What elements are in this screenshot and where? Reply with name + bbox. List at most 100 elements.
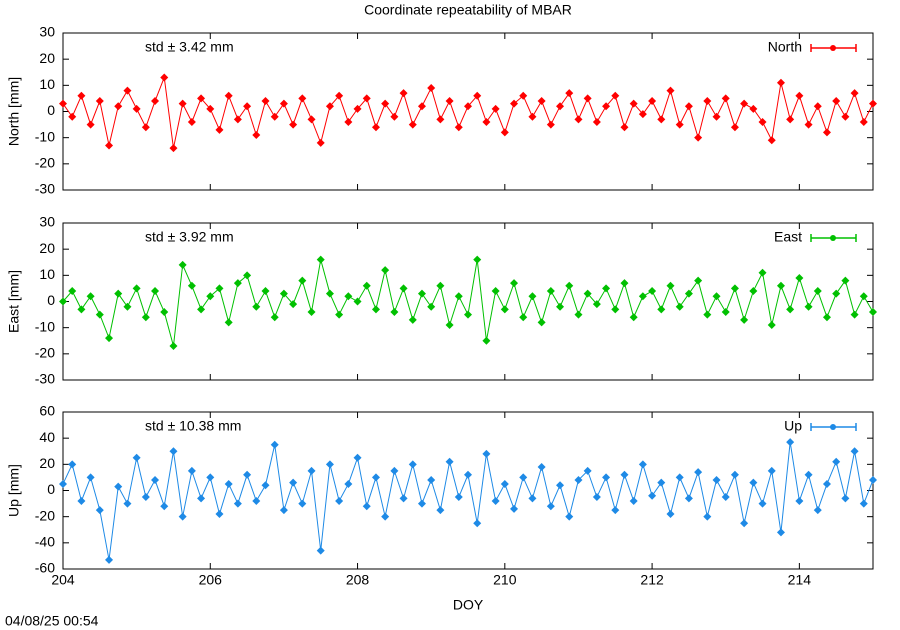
y-tick-label: -30 (35, 371, 55, 387)
y-tick-label: -20 (35, 345, 55, 361)
data-point (740, 519, 749, 528)
data-point (583, 94, 592, 103)
data-point (436, 281, 445, 290)
data-point (114, 289, 123, 298)
data-point (546, 287, 555, 296)
y-tick-label: 0 (47, 481, 55, 497)
data-point (482, 449, 491, 458)
data-point (307, 115, 316, 124)
data-point (473, 91, 482, 100)
data-point (583, 466, 592, 475)
data-point (703, 310, 712, 319)
data-point (427, 302, 436, 311)
data-point (270, 440, 279, 449)
data-point (841, 494, 850, 503)
data-point (95, 506, 104, 515)
data-point (141, 313, 150, 322)
data-point (123, 86, 132, 95)
data-point (206, 292, 215, 301)
data-point (592, 300, 601, 309)
data-point (675, 302, 684, 311)
data-point (611, 305, 620, 314)
data-point (813, 102, 822, 111)
data-point (417, 499, 426, 508)
data-point (270, 313, 279, 322)
data-point (822, 313, 831, 322)
data-point (565, 281, 574, 290)
data-point (68, 460, 77, 469)
data-point (279, 506, 288, 515)
data-point (730, 123, 739, 132)
data-point (298, 94, 307, 103)
data-point (758, 268, 767, 277)
data-point (758, 117, 767, 126)
y-tick-label: -10 (35, 128, 55, 144)
data-point (114, 482, 123, 491)
data-point (197, 94, 206, 103)
data-point (519, 313, 528, 322)
data-point (307, 466, 316, 475)
y-tick-label: -30 (35, 181, 55, 197)
data-point (850, 310, 859, 319)
data-point (510, 279, 519, 288)
data-point (574, 115, 583, 124)
x-tick-label: 214 (788, 572, 812, 588)
y-tick-label: 60 (39, 403, 55, 419)
data-point (86, 120, 95, 129)
data-point (602, 284, 611, 293)
data-point (417, 289, 426, 298)
data-point (197, 494, 206, 503)
data-point (666, 86, 675, 95)
data-point (675, 473, 684, 482)
data-point (105, 334, 114, 343)
data-point (528, 292, 537, 301)
data-point (454, 292, 463, 301)
data-point (556, 302, 565, 311)
data-point (151, 476, 160, 485)
data-point (841, 112, 850, 121)
data-point (243, 470, 252, 479)
data-point (776, 528, 785, 537)
data-point (767, 466, 776, 475)
data-point (224, 479, 233, 488)
data-point (675, 120, 684, 129)
data-point (381, 512, 390, 521)
data-point (859, 292, 868, 301)
data-point (95, 310, 104, 319)
data-point (298, 499, 307, 508)
data-point (776, 78, 785, 87)
data-point (371, 473, 380, 482)
data-point (629, 496, 638, 505)
data-point (500, 128, 509, 137)
data-point (215, 510, 224, 519)
data-point (215, 125, 224, 134)
data-point (528, 112, 537, 121)
data-point (749, 287, 758, 296)
data-point (335, 91, 344, 100)
data-point (611, 91, 620, 100)
data-point (344, 479, 353, 488)
y-tick-label: 30 (39, 24, 55, 40)
data-point (408, 460, 417, 469)
data-point (491, 496, 500, 505)
data-point (519, 473, 528, 482)
data-point (353, 104, 362, 113)
data-point (454, 493, 463, 502)
data-point (353, 297, 362, 306)
y-tick-label: 30 (39, 214, 55, 230)
data-point (59, 297, 67, 306)
data-point (648, 491, 657, 500)
data-point (703, 512, 712, 521)
data-point (795, 91, 804, 100)
data-point (335, 310, 344, 319)
y-tick-label: 20 (39, 455, 55, 471)
chart-title: Coordinate repeatability of MBAR (364, 2, 572, 18)
data-point (510, 504, 519, 513)
data-point (381, 266, 390, 275)
data-point (187, 466, 196, 475)
data-point (703, 97, 712, 106)
data-point (160, 73, 169, 82)
data-point (243, 102, 252, 111)
data-point (574, 476, 583, 485)
data-point (279, 289, 288, 298)
